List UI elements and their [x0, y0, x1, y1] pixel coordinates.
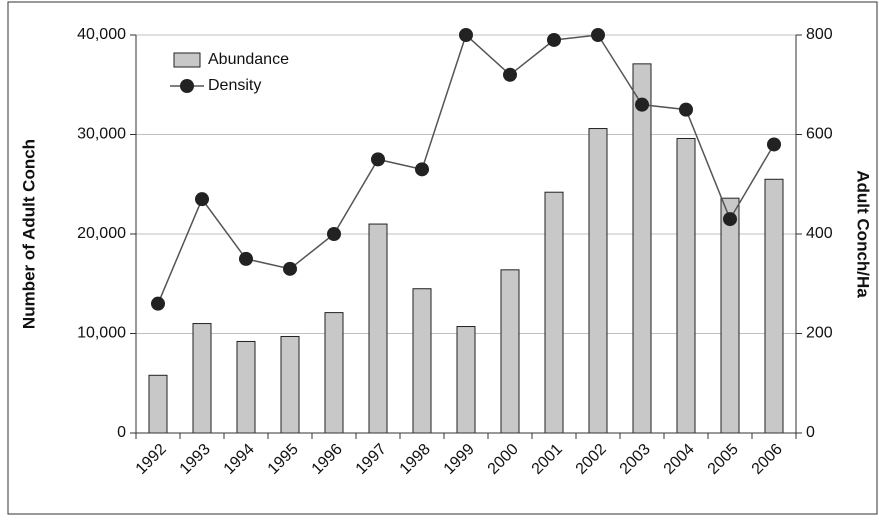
point: [459, 28, 473, 42]
x-tick-label: 2000: [485, 441, 522, 478]
x-tick-label: 1998: [397, 441, 434, 478]
y-tick-label: 40,000: [77, 26, 126, 43]
x-tick-label: 2003: [617, 441, 654, 478]
point: [635, 97, 649, 112]
frame: [7, 1, 878, 515]
bar: [500, 269, 520, 434]
point: [591, 28, 605, 42]
bar: [148, 374, 168, 434]
x-tick-label: 1995: [265, 441, 302, 478]
y-axis-title: Number of Adult Conch: [19, 139, 38, 329]
point: [547, 32, 561, 47]
bar: [192, 323, 212, 434]
point: [767, 137, 781, 152]
x-tick-label: 1997: [353, 441, 390, 478]
x-tick-label: 1993: [177, 441, 214, 478]
x-tick-label: 2004: [661, 441, 698, 478]
x-tick-label: 2002: [573, 441, 610, 478]
point: [371, 152, 385, 167]
x-tick-label: 2006: [749, 441, 786, 478]
x-tick-label: 2005: [705, 441, 742, 478]
bar: [764, 178, 784, 434]
bar: [236, 340, 256, 434]
y-tick-label: 0: [117, 424, 126, 441]
point: [503, 67, 517, 82]
x-tick-label: 1992: [133, 441, 170, 478]
x-tick-label: 2001: [529, 441, 566, 478]
legend-label: Density: [208, 77, 261, 94]
x-tick-label: 1994: [221, 441, 258, 478]
bar: [676, 137, 696, 434]
point: [723, 212, 737, 227]
legend-marker: [180, 79, 194, 93]
point: [239, 251, 253, 266]
legend-label: Abundance: [208, 51, 289, 68]
bar: [632, 63, 652, 434]
y-tick-label: 30,000: [77, 126, 126, 143]
legend-swatch: [173, 52, 201, 68]
bar: [324, 312, 344, 434]
y2-tick-label: 400: [806, 225, 833, 242]
bar: [588, 128, 608, 434]
bar: [368, 223, 388, 434]
bar: [412, 288, 432, 434]
point: [195, 192, 209, 207]
y-tick-label: 10,000: [77, 325, 126, 342]
y2-tick-label: 0: [806, 424, 815, 441]
point: [679, 102, 693, 117]
bar: [720, 197, 740, 434]
x-tick-label: 1999: [441, 441, 478, 478]
point: [151, 296, 165, 311]
point: [283, 261, 297, 276]
bar: [544, 191, 564, 434]
y-tick-label: 20,000: [77, 225, 126, 242]
point: [415, 162, 429, 177]
y2-axis-title: Adult Conch/Ha: [854, 170, 873, 298]
bar: [280, 335, 300, 434]
bar: [456, 326, 476, 434]
y2-tick-label: 800: [806, 26, 833, 43]
y2-tick-label: 600: [806, 126, 833, 143]
point: [327, 227, 341, 241]
x-tick-label: 1996: [309, 441, 346, 478]
y2-tick-label: 200: [806, 325, 833, 342]
